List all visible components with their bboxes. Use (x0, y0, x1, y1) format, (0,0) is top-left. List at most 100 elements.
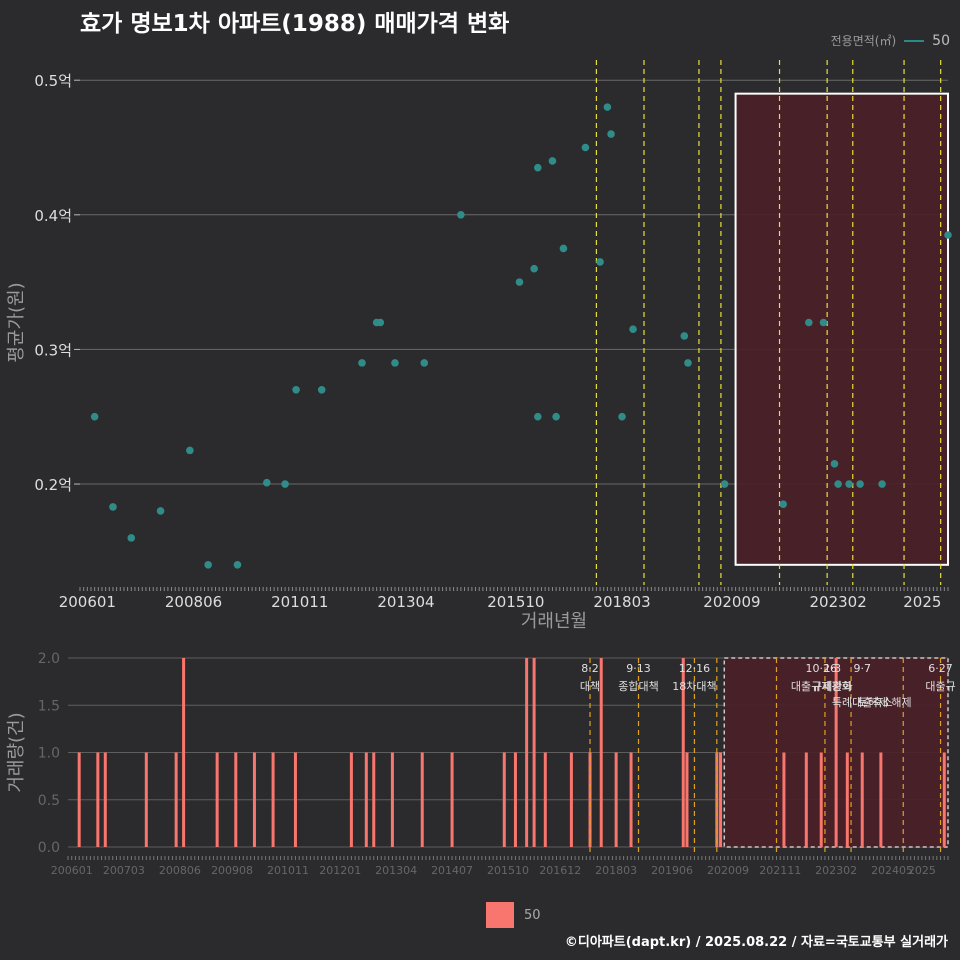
data-point (292, 386, 300, 394)
data-point (391, 359, 399, 367)
legend-value: 50 (932, 32, 950, 49)
volume-bar (349, 752, 353, 847)
policy-annotation-date: 12·16 (679, 662, 711, 675)
volume-bar (174, 752, 178, 847)
x-tick-label: 201612 (539, 864, 581, 877)
policy-annotation-label: 종합대책 (618, 680, 658, 693)
policy-annotation-date: 1·3 (824, 662, 842, 675)
x-tick-label: 201803 (593, 593, 650, 611)
volume-bar (860, 752, 864, 847)
data-point (878, 480, 886, 488)
policy-annotation-label: 18차대책 (672, 680, 716, 693)
volume-bar (614, 752, 618, 847)
data-point (262, 478, 271, 487)
volume-bar (450, 752, 454, 847)
data-point (515, 278, 524, 286)
data-point (834, 480, 842, 488)
policy-annotation-label: 대책 (580, 680, 600, 693)
volume-bar (942, 752, 946, 847)
volume-bar (629, 752, 633, 847)
data-point (358, 359, 366, 367)
volume-legend: 50 (486, 902, 541, 928)
volume-bar (719, 752, 723, 847)
data-point (552, 412, 560, 421)
y-tick-label: 0.3억 (34, 341, 72, 359)
data-point (420, 359, 429, 367)
data-point (618, 412, 626, 421)
y-axis-label: 거래량(건) (6, 712, 27, 792)
y-tick-label: 2.0 (38, 651, 60, 667)
data-point (534, 412, 542, 421)
volume-bar (685, 752, 689, 847)
data-point (805, 318, 813, 327)
data-point (603, 103, 612, 111)
data-point (684, 359, 692, 367)
volume-bar (96, 752, 100, 847)
legend-value: 50 (524, 907, 541, 923)
volume-bar (513, 752, 517, 847)
volume-bar-chart: 0.0 0.5 1.0 1.5 2.0 8·2 대책 9·13 종합대책 12·16 18차대책 10… (6, 651, 956, 877)
volume-bar (819, 752, 823, 847)
x-tick-label: 202009 (703, 593, 760, 611)
x-tick-label: 200806 (165, 593, 222, 611)
data-point (233, 561, 242, 569)
volume-bar (845, 752, 849, 847)
y-tick-label: 0.5 (38, 793, 60, 809)
price-scatter-chart: 0.2억 0.3억 0.4억 0.5억 200601 200806 201011 201304… (6, 60, 952, 632)
y-tick-label: 0.4억 (34, 207, 72, 225)
x-tick-label: 202009 (707, 864, 749, 877)
x-tick-label: 201906 (651, 864, 693, 877)
x-tick-label: 200908 (211, 864, 253, 877)
data-point (281, 480, 289, 488)
x-tick-label: 201304 (377, 593, 434, 611)
data-point (127, 534, 136, 542)
policy-annotation-date: 10·26 (805, 662, 837, 675)
area-legend: 전용면적(㎡) 50 (831, 32, 950, 49)
policy-annotation-label: 규제완화 (812, 680, 852, 693)
volume-bar (77, 752, 81, 847)
x-tick-label: 201510 (487, 593, 544, 611)
x-tick-label: 202405 (871, 864, 913, 877)
volume-bar (588, 752, 592, 847)
volume-bar (543, 752, 547, 847)
x-tick-label: 202111 (759, 864, 801, 877)
y-tick-label: 1.5 (38, 698, 60, 714)
volume-bar (681, 658, 685, 847)
policy-annotation-label: 토허제 해제 (858, 695, 912, 709)
volume-bar (782, 752, 786, 847)
volume-bar (599, 658, 603, 847)
data-point (109, 503, 117, 511)
data-point (944, 231, 952, 239)
volume-bar (103, 752, 107, 847)
volume-bar (364, 752, 368, 847)
policy-annotation-label: 대출규 (925, 680, 955, 693)
policy-annotation-date: 8·2 (581, 662, 599, 675)
data-point (530, 264, 538, 273)
data-point (317, 386, 326, 394)
y-tick-label: 0.5억 (34, 72, 72, 90)
volume-bar (271, 752, 275, 847)
volume-bar (390, 752, 394, 847)
x-tick-label: 201011 (271, 593, 328, 611)
y-axis-label: 평균가(원) (6, 282, 27, 362)
x-tick-label: 201011 (267, 864, 309, 877)
legend-swatch (486, 902, 514, 928)
data-point (376, 318, 385, 327)
volume-bar (834, 658, 838, 847)
chart-title: 효가 명보1차 아파트(1988) 매매가격 변화 (80, 11, 510, 37)
policy-annotation-label: 대출규제강화 (791, 680, 852, 693)
x-tick-label: 200703 (103, 864, 145, 877)
x-tick-label: 201510 (487, 864, 529, 877)
data-point (720, 480, 729, 488)
x-tick-label: 2025 (908, 864, 936, 877)
volume-bar (252, 752, 256, 847)
data-point (457, 211, 465, 219)
data-point (559, 244, 568, 253)
x-tick-label: 201304 (375, 864, 417, 877)
x-tick-label: 200806 (159, 864, 201, 877)
x-tick-label: 202302 (809, 593, 866, 611)
x-tick-label: 201803 (595, 864, 637, 877)
data-point (548, 157, 557, 165)
volume-bar (502, 752, 506, 847)
volume-bar (879, 752, 883, 847)
